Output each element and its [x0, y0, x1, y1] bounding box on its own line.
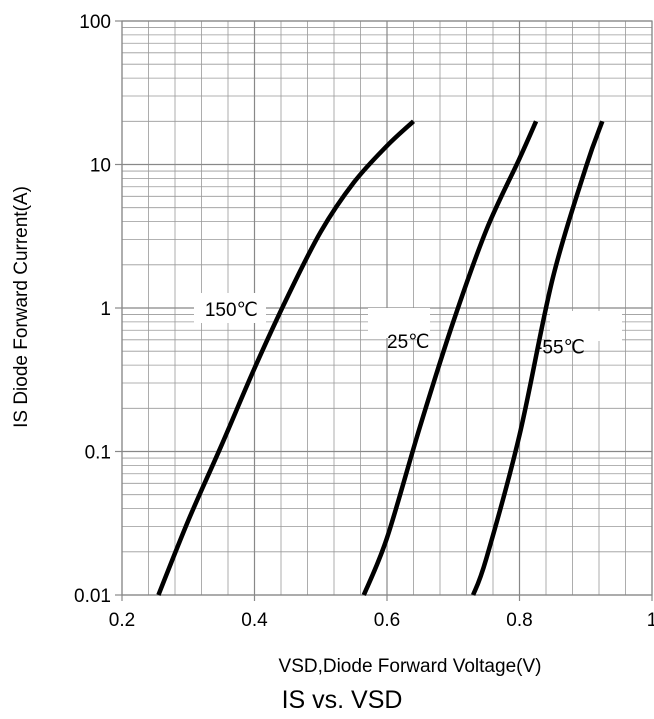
chart-title: IS vs. VSD [282, 686, 403, 714]
series-label-background [194, 293, 266, 323]
series-label: -55℃ [536, 337, 585, 358]
x-axis-tick-labels: 0.2 0.4 0.6 0.8 1 [109, 595, 654, 631]
x-tick-label: 1 [647, 610, 654, 631]
y-tick-label: 1 [100, 299, 111, 320]
series-label: 25℃ [387, 332, 429, 353]
y-tick-label: 0.01 [74, 586, 111, 607]
y-tick-label: 10 [90, 156, 111, 177]
x-tick-label: 0.2 [109, 610, 135, 631]
series-label-background [550, 311, 622, 341]
x-tick-label: 0.6 [374, 610, 400, 631]
series-labels: 150℃ 25℃ -55℃ [194, 293, 622, 358]
series-line [361, 120, 539, 596]
series-label: 150℃ [205, 300, 258, 321]
y-tick-label: 100 [79, 12, 111, 33]
x-axis-title: VSD,Diode Forward Voltage(V) [279, 656, 542, 677]
series-label-background [368, 308, 430, 338]
y-tick-label: 0.1 [85, 443, 111, 464]
y-axis-tick-labels: 0.01 0.1 1 10 100 [74, 12, 122, 607]
series-line [471, 120, 605, 596]
series-lines [156, 119, 605, 596]
y-axis-title: IS Diode Forward Current(A) [11, 186, 32, 428]
series-line [156, 119, 416, 596]
x-tick-label: 0.4 [241, 610, 268, 631]
x-tick-label: 0.8 [506, 610, 532, 631]
